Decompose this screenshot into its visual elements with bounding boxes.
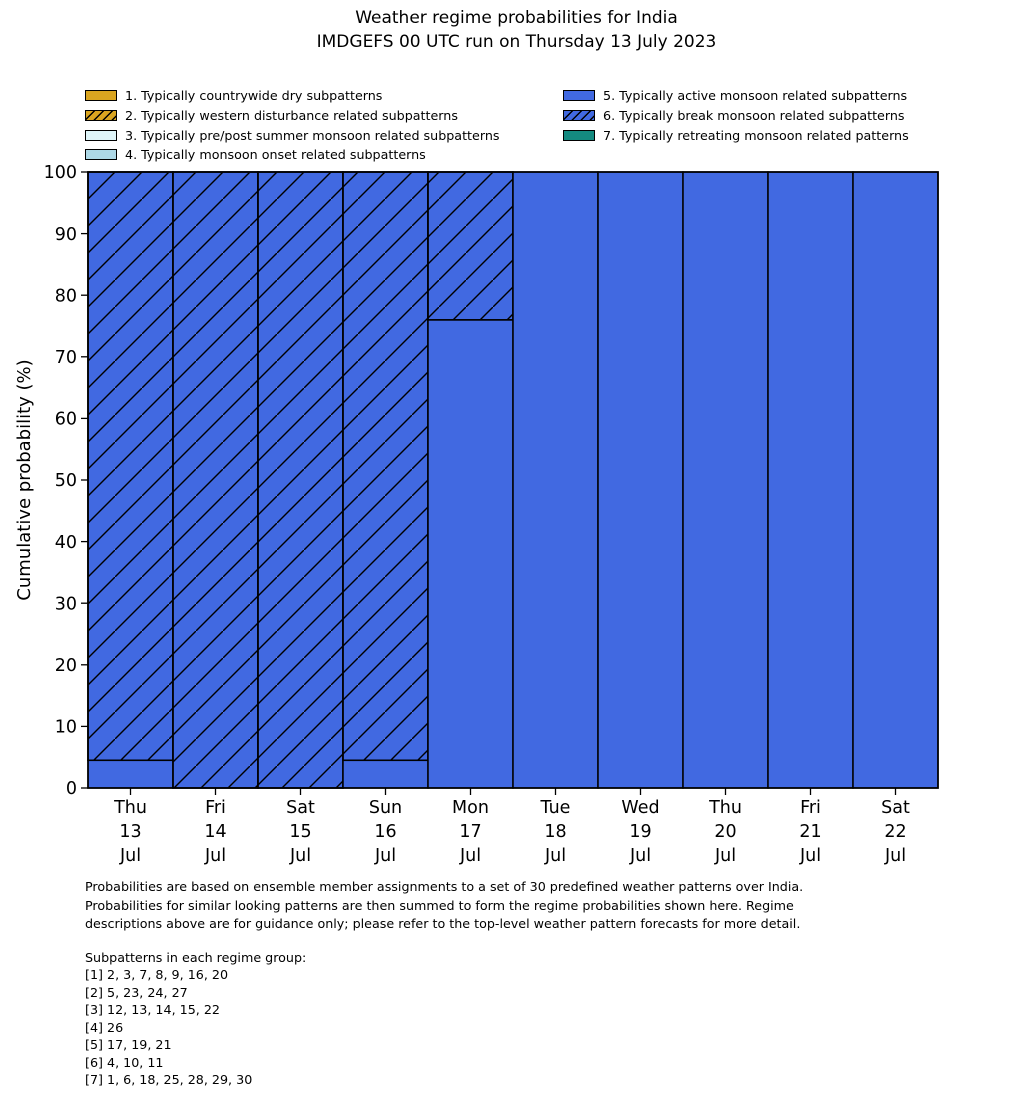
x-tick-label: Jul [799, 846, 821, 866]
x-tick-label: 13 [119, 822, 141, 842]
legend-column-left: 1. Typically countrywide dry subpatterns… [85, 86, 499, 165]
x-tick-label: Jul [884, 846, 906, 866]
legend-label-regime-3: 3. Typically pre/post summer monsoon rel… [125, 127, 500, 143]
subpatterns-line: [4] 26 [85, 1019, 124, 1035]
bar-segment-hatch-Sun16-regime-6 [342, 171, 429, 762]
subpatterns-line: [7] 1, 6, 18, 25, 28, 29, 30 [85, 1072, 253, 1088]
y-tick-label: 50 [55, 471, 77, 491]
x-tick-label: 22 [884, 822, 906, 842]
bar-segment-Tue18-regime-5 [512, 171, 599, 789]
legend-label-regime-5: 5. Typically active monsoon related subp… [603, 88, 908, 104]
footer-line: descriptions above are for guidance only… [85, 916, 801, 932]
legend-item-regime-5: 5. Typically active monsoon related subp… [563, 86, 909, 106]
legend-item-regime-7: 7. Typically retreating monsoon related … [563, 125, 909, 145]
x-tick-label: Jul [289, 846, 311, 866]
x-tick-label: Thu [708, 798, 742, 818]
legend-item-regime-1: 1. Typically countrywide dry subpatterns [85, 86, 499, 106]
bar-segment-hatch-Fri14-regime-6 [172, 171, 259, 789]
legend-swatch-regime-3 [85, 129, 117, 141]
legend-swatch-regime-5 [563, 90, 595, 102]
legend-item-regime-4: 4. Typically monsoon onset related subpa… [85, 145, 499, 165]
x-tick-label: 20 [714, 822, 736, 842]
legend-item-regime-2: 2. Typically western disturbance related… [85, 106, 499, 126]
footer-line: Probabilities are based on ensemble memb… [85, 879, 804, 894]
x-tick-label: Jul [204, 846, 226, 866]
bar-segment-Wed19-regime-5 [597, 171, 684, 789]
x-tick-label: 19 [629, 822, 651, 842]
subpatterns-line: [2] 5, 23, 24, 27 [85, 984, 188, 1000]
footer-line: Probabilities for similar looking patter… [85, 897, 794, 913]
subpatterns-line: [5] 17, 19, 21 [85, 1037, 172, 1053]
chart-title-line1: Weather regime probabilities for India [355, 8, 678, 28]
x-tick-label: Jul [119, 846, 141, 866]
x-tick-label: 21 [799, 822, 821, 842]
y-tick-label: 10 [55, 718, 77, 738]
y-tick-label: 30 [55, 594, 77, 614]
axes-group: 0 10 20 30 40 50 60 70 80 90 100 Thu 13 Jul Fri 14 Jul Sa… [44, 163, 939, 866]
x-tick-label: 16 [374, 822, 396, 842]
bar-segment-Mon17-regime-5 [427, 319, 514, 789]
chart-title-line2: IMDGEFS 00 UTC run on Thursday 13 July 2… [316, 32, 717, 52]
y-tick-label: 20 [55, 656, 77, 676]
x-tick-label: Jul [544, 846, 566, 866]
legend-column-right: 5. Typically active monsoon related subp… [563, 86, 909, 145]
x-tick-label: 17 [459, 822, 481, 842]
y-tick-label: 90 [55, 225, 77, 245]
x-tick-label: Jul [714, 846, 736, 866]
subpatterns-list: Subpatterns in each regime group: [1] 2,… [85, 949, 306, 1089]
legend-label-regime-6: 6. Typically break monsoon related subpa… [603, 108, 905, 124]
subpatterns-line: [3] 12, 13, 14, 15, 22 [85, 1002, 220, 1018]
bar-segment-Fri21-regime-5 [767, 171, 854, 789]
x-tick-label: Jul [374, 846, 396, 866]
bar-segment-hatch-Sat15-regime-6 [257, 171, 344, 789]
bar-segment-Thu13-regime-5 [87, 759, 174, 789]
x-tick-label: Mon [452, 798, 489, 818]
x-tick-label: Fri [205, 798, 226, 818]
footer-note: Probabilities are based on ensemble memb… [85, 878, 803, 934]
legend-label-regime-4: 4. Typically monsoon onset related subpa… [125, 147, 426, 163]
x-tick-label: Jul [629, 846, 651, 866]
chart-plot: 0 10 20 30 40 50 60 70 80 90 100 Thu 13 Jul Fri 14 Jul Sa… [14, 163, 939, 866]
legend-item-regime-6: 6. Typically break monsoon related subpa… [563, 106, 909, 126]
y-tick-label: 60 [55, 410, 77, 430]
x-tick-label: Jul [459, 846, 481, 866]
bar-segment-hatch-Mon17-regime-6 [427, 171, 514, 321]
x-tick-label: Sun [369, 798, 402, 818]
legend-swatch-regime-7 [563, 129, 595, 141]
legend-label-regime-1: 1. Typically countrywide dry subpatterns [125, 88, 383, 104]
x-tick-label: 18 [544, 822, 566, 842]
legend: 1. Typically countrywide dry subpatterns… [0, 86, 1033, 166]
x-tick-label: Sat [881, 798, 910, 818]
subpatterns-line: [1] 2, 3, 7, 8, 9, 16, 20 [85, 967, 229, 983]
x-tick-label: 14 [204, 822, 226, 842]
legend-label-regime-2: 2. Typically western disturbance related… [125, 108, 458, 124]
x-tick-label: 15 [289, 822, 311, 842]
y-tick-label: 80 [55, 286, 77, 306]
bar-segment-Sun16-regime-5 [342, 759, 429, 789]
y-tick-label: 100 [44, 163, 77, 183]
legend-swatch-regime-4 [85, 149, 117, 161]
bar-segment-hatch-Thu13-regime-6 [87, 171, 174, 762]
bar-segment-Thu20-regime-5 [682, 171, 769, 789]
x-tick-label: Thu [113, 798, 147, 818]
subpatterns-heading: Subpatterns in each regime group: [85, 950, 307, 965]
x-tick-label: Wed [621, 798, 659, 818]
legend-swatch-regime-1 [85, 90, 117, 102]
y-tick-label: 40 [55, 533, 77, 553]
subpatterns-line: [6] 4, 10, 11 [85, 1054, 164, 1070]
bars-group [87, 171, 939, 789]
y-axis-label: Cumulative probability (%) [14, 359, 35, 600]
legend-swatch-regime-2-hatched [85, 110, 117, 122]
x-tick-label: Sat [286, 798, 315, 818]
y-tick-label: 70 [55, 348, 77, 368]
chart-title: Weather regime probabilities for India I… [0, 6, 1033, 54]
legend-swatch-regime-6-hatched [563, 110, 595, 122]
x-tick-label: Fri [800, 798, 821, 818]
y-tick-label: 0 [66, 779, 77, 799]
legend-item-regime-3: 3. Typically pre/post summer monsoon rel… [85, 125, 499, 145]
legend-label-regime-7: 7. Typically retreating monsoon related … [603, 127, 909, 143]
bar-segment-Sat22-regime-5 [852, 171, 939, 789]
x-tick-label: Tue [540, 798, 571, 818]
